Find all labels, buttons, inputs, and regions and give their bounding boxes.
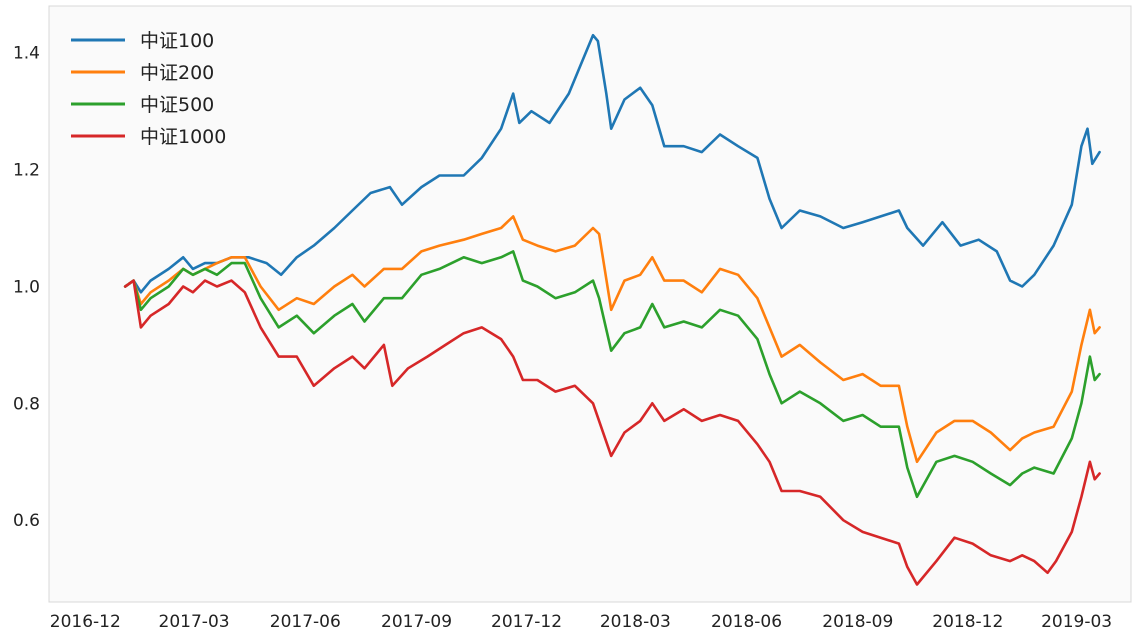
legend: 中证100 中证200 中证500 中证1000	[71, 30, 226, 148]
series-line	[123, 33, 1101, 294]
x-tick-label: 2017-06	[270, 612, 341, 632]
y-tick-label: 1.4	[13, 44, 40, 64]
legend-label: 中证200	[140, 62, 214, 84]
x-tick-label: 2018-03	[600, 612, 671, 632]
series-line	[123, 250, 1101, 499]
legend-label: 中证1000	[140, 126, 226, 148]
x-tick-label: 2018-12	[932, 612, 1003, 632]
x-tick-label: 2016-12	[50, 612, 121, 632]
legend-label: 中证500	[140, 94, 214, 116]
y-tick-label: 0.8	[13, 394, 40, 414]
x-axis: 2016-12 2017-03 2017-06 2017-09 2017-12 2018-…	[50, 612, 1112, 632]
series-line	[123, 279, 1101, 586]
x-tick-label: 2019-03	[1041, 612, 1112, 632]
y-tick-label: 0.6	[13, 511, 40, 531]
plot-area	[48, 5, 1132, 603]
x-tick-label: 2017-03	[159, 612, 230, 632]
x-tick-label: 2017-12	[491, 612, 562, 632]
series-layer	[123, 33, 1101, 586]
y-tick-label: 1.2	[13, 161, 40, 181]
series-line	[123, 215, 1101, 464]
x-tick-label: 2018-06	[711, 612, 782, 632]
legend-label: 中证100	[140, 30, 214, 52]
x-tick-label: 2018-09	[822, 612, 893, 632]
x-tick-label: 2017-09	[381, 612, 452, 632]
y-tick-label: 1.0	[13, 277, 40, 297]
y-axis: 0.6 0.8 1.0 1.2 1.4	[13, 44, 40, 531]
